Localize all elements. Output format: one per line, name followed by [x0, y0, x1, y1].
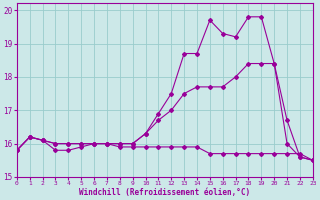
X-axis label: Windchill (Refroidissement éolien,°C): Windchill (Refroidissement éolien,°C) — [79, 188, 250, 197]
